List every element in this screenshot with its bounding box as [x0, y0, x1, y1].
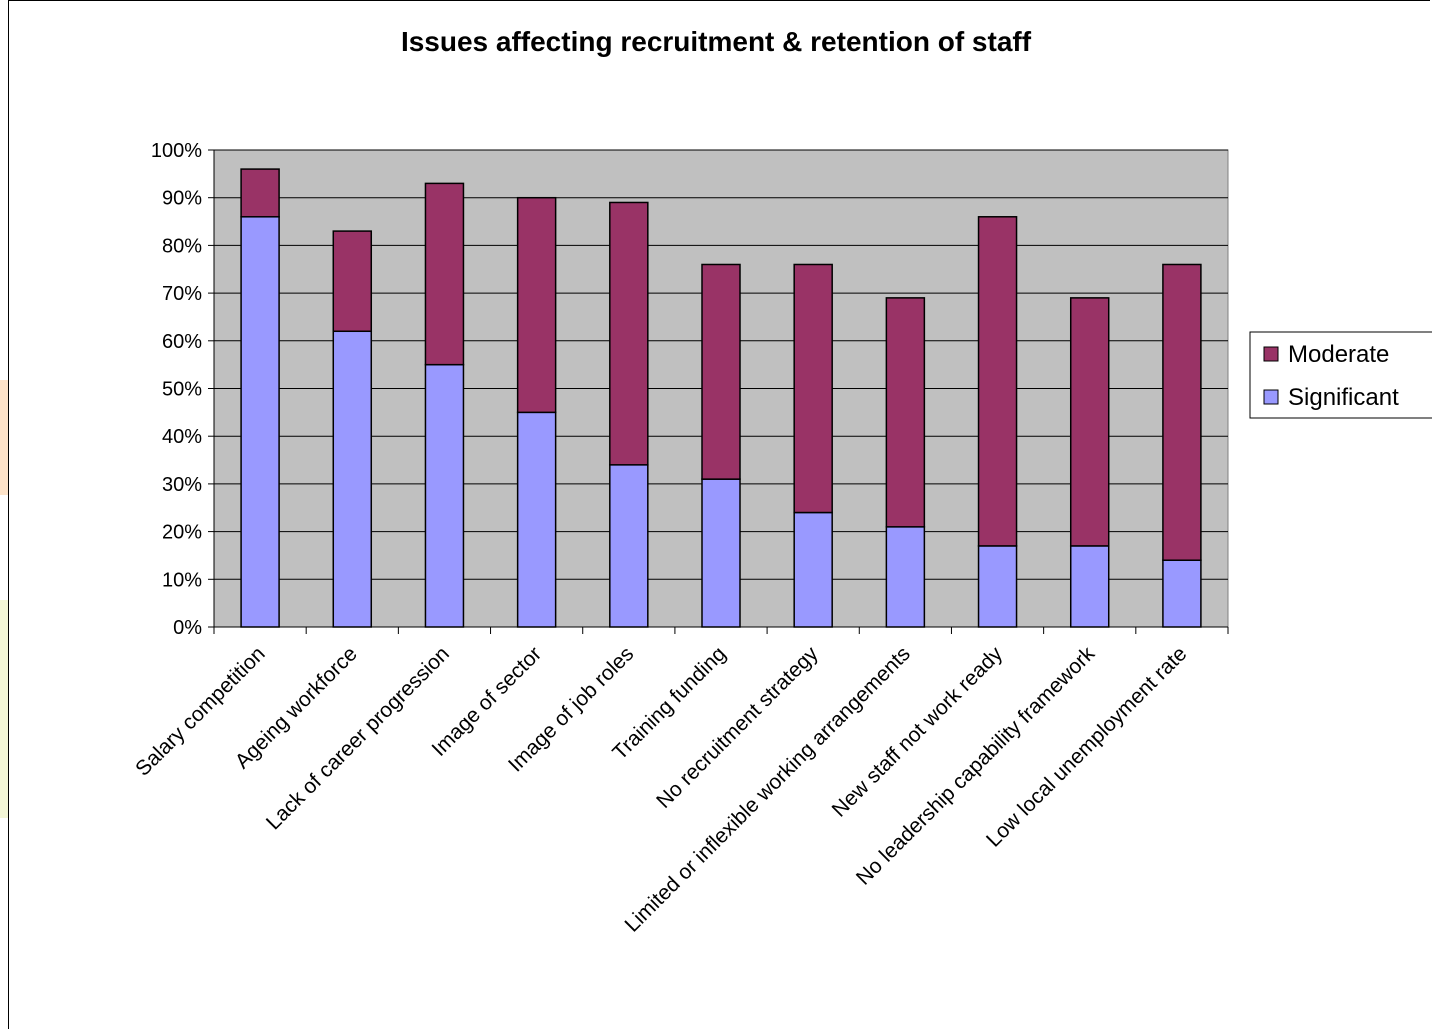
y-tick-label: 100%: [151, 140, 202, 162]
bar-moderate: [885, 297, 926, 528]
x-tick-label: New staff not work ready: [828, 642, 1008, 822]
bar-moderate: [609, 201, 649, 466]
y-tick-label: 50%: [162, 379, 202, 401]
y-tick-label: 70%: [162, 283, 202, 305]
decorative-strip-green: [0, 600, 8, 818]
bar-moderate: [977, 216, 1018, 547]
chart-frame: [8, 0, 1430, 1029]
bar-significant: [793, 511, 833, 628]
bar-significant: [516, 411, 557, 628]
y-tick-label: 30%: [162, 474, 202, 496]
legend-swatch-significant: [1263, 389, 1279, 405]
y-tick-label: 20%: [162, 522, 202, 544]
legend-label-moderate: Moderate: [1288, 341, 1389, 368]
y-tick-label: 10%: [162, 569, 202, 591]
y-tick-label: 60%: [162, 331, 202, 353]
bar-significant: [701, 478, 741, 628]
bar-moderate: [701, 263, 741, 480]
legend-swatch-moderate: [1263, 346, 1279, 362]
bar-moderate: [1162, 263, 1202, 561]
bar-significant: [332, 330, 373, 628]
x-tick-label: Low local unemployment rate: [982, 642, 1191, 851]
bar-moderate: [240, 168, 280, 218]
bar-moderate: [332, 230, 373, 333]
bar-significant: [1069, 545, 1110, 628]
bar-significant: [885, 526, 926, 628]
x-tick-label: No recruitment strategy: [652, 642, 823, 813]
bar-moderate: [424, 182, 465, 366]
bar-significant: [1162, 559, 1202, 628]
bar-significant: [424, 363, 465, 628]
y-tick-label: 40%: [162, 426, 202, 448]
bar-moderate: [516, 196, 557, 414]
legend-box: [1249, 331, 1432, 419]
bar-significant: [240, 216, 280, 628]
y-tick-label: 90%: [162, 188, 202, 210]
legend-label-significant: Significant: [1288, 384, 1399, 411]
y-tick-label: 0%: [173, 617, 202, 639]
chart-title: Issues affecting recruitment & retention…: [400, 26, 1032, 57]
decorative-strip-orange: [0, 380, 8, 495]
y-tick-label: 80%: [162, 235, 202, 257]
bar-moderate: [793, 263, 833, 514]
x-tick-label: Lack of career progression: [262, 642, 454, 834]
bar-significant: [977, 545, 1018, 628]
bar-significant: [609, 464, 649, 628]
bar-moderate: [1069, 297, 1110, 547]
